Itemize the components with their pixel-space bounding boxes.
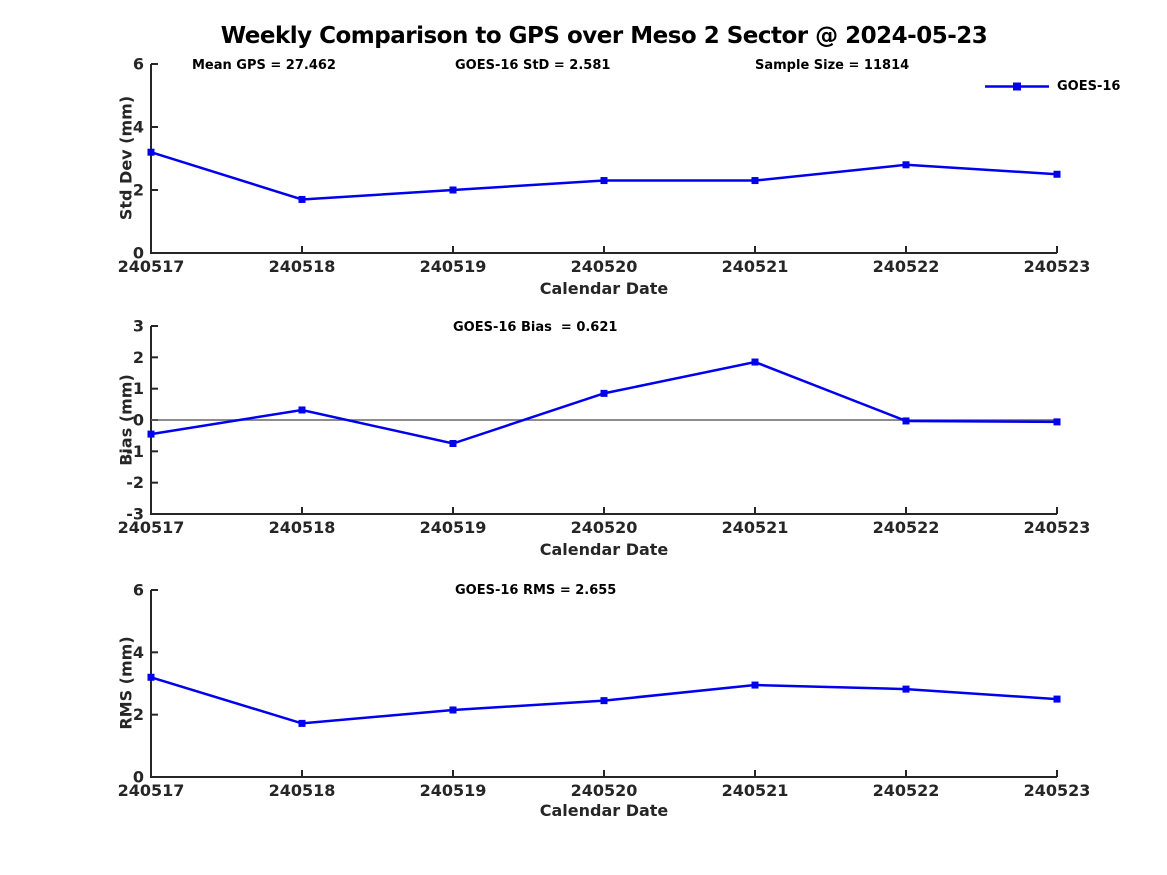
series-marker [449, 440, 457, 447]
series-marker [1053, 170, 1061, 178]
xlabel-bias: Calendar Date [539, 540, 669, 559]
series-marker [147, 148, 155, 156]
legend-line-sample [985, 82, 1049, 91]
series-marker [1053, 418, 1061, 426]
y-tick-label: 1 [133, 379, 144, 398]
series-marker [449, 186, 457, 194]
series-marker [600, 697, 608, 705]
y-tick-label: 2 [133, 181, 144, 200]
series-marker [147, 430, 155, 438]
x-tick-label: 240522 [873, 257, 940, 276]
x-tick-label: 240519 [420, 518, 487, 537]
series-marker [600, 389, 608, 397]
series-marker [600, 177, 608, 185]
series-marker [298, 195, 306, 203]
series-marker [751, 177, 759, 185]
y-tick-label: 0 [133, 768, 144, 787]
series-line [150, 360, 1058, 445]
x-tick-label: 240521 [722, 518, 789, 537]
y-tick-label: 2 [133, 705, 144, 724]
series-marker [902, 417, 910, 425]
x-tick-label: 240518 [269, 257, 336, 276]
annotation-goes16-bias: GOES-16 Bias = 0.621 [453, 320, 618, 335]
x-tick-label: 240523 [1024, 781, 1091, 800]
x-tick-label: 240519 [420, 257, 487, 276]
series-marker [298, 719, 306, 727]
series-marker [1053, 695, 1061, 703]
series-marker [751, 358, 759, 366]
annotation-mean-gps: Mean GPS = 27.462 [192, 58, 336, 73]
y-tick-label: -1 [126, 442, 144, 461]
y-tick-label: -2 [126, 473, 144, 492]
x-tick-label: 240521 [722, 257, 789, 276]
legend-square-marker-icon [1013, 82, 1021, 91]
y-tick-label: 6 [133, 55, 144, 74]
x-tick-label: 240520 [571, 781, 638, 800]
series-marker [147, 673, 155, 681]
series-line [150, 151, 1058, 201]
x-tick-label: 240517 [118, 781, 185, 800]
x-tick-label: 240522 [873, 518, 940, 537]
x-tick-label: 240520 [571, 518, 638, 537]
figure-title: Weekly Comparison to GPS over Meso 2 Sec… [220, 23, 988, 49]
x-tick-label: 240523 [1024, 518, 1091, 537]
xlabel-rms: Calendar Date [539, 801, 669, 820]
annotation-sample-size: Sample Size = 11814 [755, 58, 910, 73]
series-marker [449, 706, 457, 714]
x-tick-label: 240523 [1024, 257, 1091, 276]
annotation-goes16-std: GOES-16 StD = 2.581 [455, 58, 611, 73]
x-tick-label: 240522 [873, 781, 940, 800]
y-tick-label: 2 [133, 348, 144, 367]
series-marker [902, 685, 910, 693]
xlabel-std-dev: Calendar Date [539, 279, 669, 298]
series-marker [298, 406, 306, 414]
x-tick-label: 240520 [571, 257, 638, 276]
y-tick-label: 3 [133, 317, 144, 336]
x-tick-label: 240518 [269, 781, 336, 800]
x-tick-label: 240521 [722, 781, 789, 800]
y-tick-label: -3 [126, 505, 144, 524]
x-tick-label: 240517 [118, 518, 185, 537]
x-tick-label: 240517 [118, 257, 185, 276]
y-tick-label: 0 [133, 244, 144, 263]
y-tick-label: 6 [133, 581, 144, 600]
series-marker [751, 681, 759, 689]
annotation-goes16-rms: GOES-16 RMS = 2.655 [455, 583, 617, 598]
legend-label: GOES-16 [1057, 79, 1121, 94]
y-tick-label: 0 [133, 411, 144, 430]
y-tick-label: 4 [133, 118, 144, 137]
legend: GOES-16 [985, 79, 1120, 94]
x-tick-label: 240519 [420, 781, 487, 800]
x-tick-label: 240518 [269, 518, 336, 537]
y-tick-label: 4 [133, 643, 144, 662]
series-marker [902, 161, 910, 169]
